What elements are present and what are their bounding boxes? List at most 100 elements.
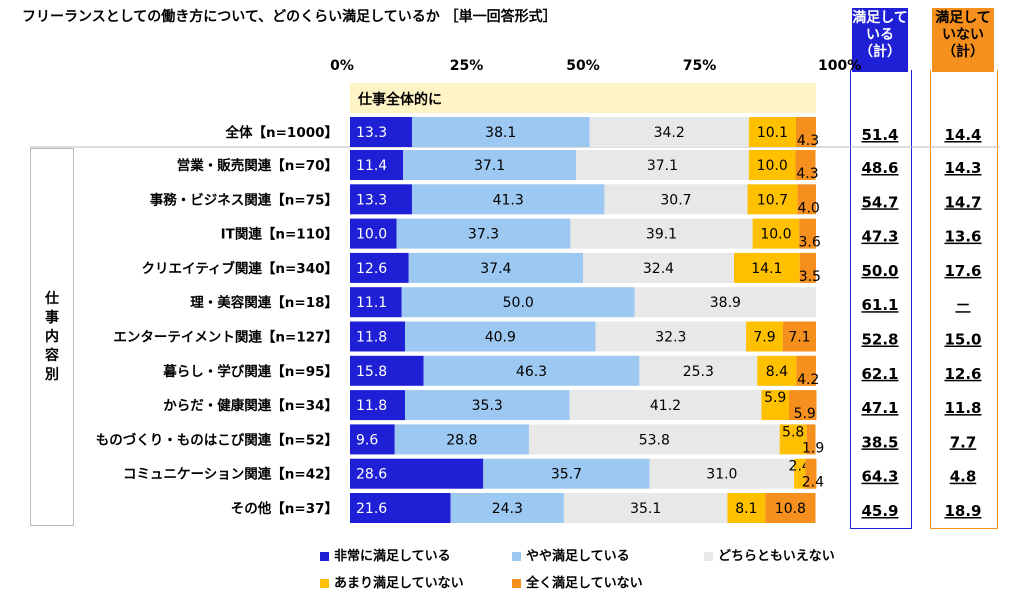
- unsatisfied-total-value: 7.7: [950, 433, 977, 451]
- satisfied-header-line: 満足して: [852, 10, 908, 26]
- category-label: コミュニケーション関連【n=42】: [123, 466, 338, 483]
- category-label: 事務・ビジネス関連【n=75】: [150, 191, 338, 208]
- bar-segment-somewhat-satisfied: [483, 458, 650, 489]
- satisfied-total-value: 51.4: [861, 126, 898, 144]
- bar-segment-neither: [589, 117, 749, 147]
- bar-segment-very-satisfied: [350, 355, 424, 386]
- bar-segment-neither: [634, 287, 816, 318]
- bar-segment-not-at-all-satisfied: [799, 218, 816, 249]
- x-tick-label: 25%: [450, 58, 484, 74]
- x-tick-label: 0%: [330, 58, 354, 74]
- satisfied-total-value: 45.9: [861, 502, 898, 520]
- bar-segment-not-very-satisfied: [748, 150, 796, 180]
- data-label-somewhat-satisfied: 28.8: [446, 432, 477, 448]
- data-label-neither: 32.3: [655, 330, 686, 346]
- data-label-somewhat-satisfied: 40.9: [485, 330, 516, 346]
- section-label: 仕事全体的に: [357, 91, 442, 108]
- bar-segment-neither: [583, 252, 734, 283]
- bar-segment-neither: [563, 493, 728, 523]
- unsatisfied-total-value: 4.8: [950, 468, 977, 486]
- bar-segment-not-at-all-satisfied: [765, 493, 816, 523]
- satisfied-total-value: 50.0: [861, 262, 898, 280]
- data-label-neither: 25.3: [683, 364, 714, 380]
- bar-segment-very-satisfied: [350, 424, 395, 455]
- bar-segment-neither: [570, 218, 753, 249]
- satisfied-header-line: いる: [866, 27, 894, 43]
- bar-segment-very-satisfied: [350, 493, 451, 523]
- data-label-somewhat-satisfied: 38.1: [485, 125, 516, 141]
- data-label-neither: 53.8: [639, 432, 670, 448]
- bar-segment-somewhat-satisfied: [450, 493, 564, 523]
- group-label-char: 内: [45, 329, 59, 345]
- data-label-very-satisfied: 9.6: [356, 432, 378, 448]
- job-category-group-box: [30, 148, 74, 526]
- unsatisfied-total-value: 13.6: [944, 228, 981, 246]
- data-label-somewhat-satisfied: 37.1: [474, 158, 505, 174]
- data-label-very-satisfied: 11.8: [356, 330, 387, 346]
- data-label-not-at-all-satisfied: 4.2: [797, 372, 819, 388]
- bar-segment-very-satisfied: [350, 252, 409, 283]
- data-label-neither: 39.1: [646, 227, 677, 243]
- legend-label: 全く満足していない: [526, 576, 643, 591]
- legend-swatch: [512, 579, 521, 588]
- bar-segment-not-at-all-satisfied: [796, 355, 816, 386]
- x-tick-label: 75%: [683, 58, 717, 74]
- bar-segment-somewhat-satisfied: [404, 390, 570, 421]
- legend-item-not-at-all-satisfied: 全く満足していない: [512, 572, 643, 591]
- bar-segment-somewhat-satisfied: [423, 355, 640, 386]
- group-label-char: 事: [45, 310, 59, 326]
- data-label-somewhat-satisfied: 37.3: [468, 227, 499, 243]
- bar-segment-not-very-satisfied: [794, 458, 806, 489]
- unsatisfied-total-header: 満足して いない （計）: [932, 8, 994, 72]
- legend-item-not-very-satisfied: あまり満足していない: [320, 572, 464, 591]
- satisfied-total-header: 満足して いる （計）: [852, 8, 908, 72]
- group-label-char: 別: [45, 367, 59, 383]
- legend-swatch: [320, 579, 329, 588]
- data-label-not-very-satisfied: 5.9: [764, 390, 786, 406]
- section-band: [350, 83, 816, 113]
- category-label: 理・美容関連【n=18】: [190, 294, 338, 311]
- data-label-neither: 34.2: [654, 125, 685, 141]
- bar-segment-not-at-all-satisfied: [805, 458, 817, 489]
- bar-segment-not-very-satisfied: [748, 117, 796, 147]
- unsatisfied-total-value: 14.7: [944, 193, 981, 211]
- legend-item-somewhat-satisfied: やや満足している: [512, 545, 630, 564]
- bar-segment-somewhat-satisfied: [411, 184, 605, 215]
- bar-segment-somewhat-satisfied: [396, 218, 571, 249]
- bar-segment-not-very-satisfied: [733, 252, 800, 283]
- bar-segment-somewhat-satisfied: [403, 150, 577, 180]
- category-label: からだ・健康関連【n=34】: [163, 397, 338, 414]
- bar-segment-not-very-satisfied: [779, 424, 807, 455]
- bar-segment-not-at-all-satisfied: [795, 117, 816, 147]
- data-label-somewhat-satisfied: 24.3: [492, 501, 523, 517]
- satisfied-total-value: 47.1: [861, 399, 898, 417]
- satisfied-total-value: 62.1: [861, 365, 898, 383]
- bar-segment-not-at-all-satisfied: [797, 184, 816, 215]
- bar-segment-somewhat-satisfied: [408, 252, 583, 283]
- unsatisfied-total-value: －: [955, 296, 970, 314]
- data-label-very-satisfied: 12.6: [356, 261, 387, 277]
- legend-swatch: [512, 552, 521, 561]
- bar-segment-somewhat-satisfied: [401, 287, 635, 318]
- bar-segment-not-at-all-satisfied: [806, 424, 816, 455]
- data-label-very-satisfied: 11.8: [356, 398, 387, 414]
- data-label-not-at-all-satisfied: 5.9: [794, 406, 816, 422]
- data-label-neither: 35.1: [630, 501, 661, 517]
- bar-segment-not-very-satisfied: [761, 390, 789, 421]
- group-label-char: 仕: [45, 291, 59, 307]
- data-label-very-satisfied: 15.8: [356, 364, 387, 380]
- bar-segment-not-at-all-satisfied: [788, 390, 817, 421]
- legend-label: あまり満足していない: [334, 576, 464, 591]
- data-label-not-very-satisfied: 14.1: [751, 261, 782, 277]
- data-label-not-very-satisfied: 10.1: [757, 125, 788, 141]
- bar-segment-not-very-satisfied: [747, 184, 798, 215]
- legend-item-neither: どちらともいえない: [704, 545, 835, 564]
- bar-segment-very-satisfied: [350, 321, 405, 352]
- data-label-very-satisfied: 13.3: [356, 192, 387, 208]
- satisfied-total-value: 47.3: [861, 228, 898, 246]
- category-label: IT関連【n=110】: [221, 226, 338, 243]
- category-label: その他【n=37】: [231, 500, 338, 517]
- data-label-not-at-all-satisfied: 10.8: [775, 501, 806, 517]
- bar-segment-somewhat-satisfied: [394, 424, 529, 455]
- unsatisfied-total-value: 17.6: [944, 262, 981, 280]
